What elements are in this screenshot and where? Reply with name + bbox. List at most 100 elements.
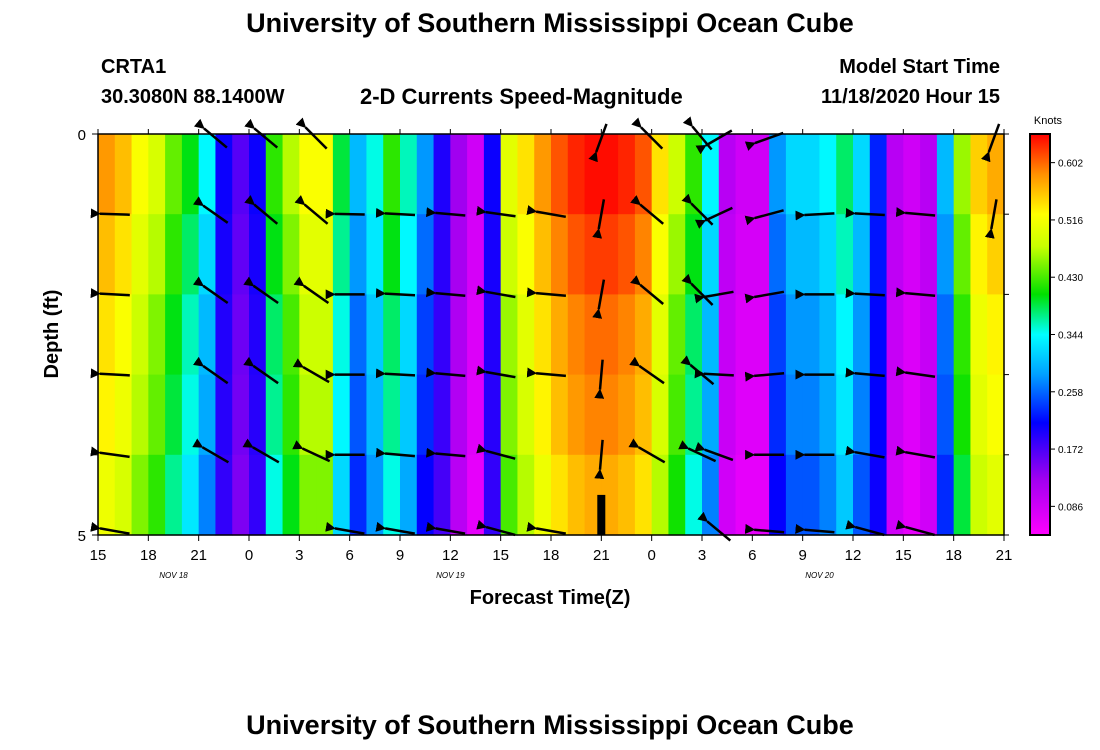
- current-vector-arrow: [628, 438, 666, 464]
- heatmap-cell: [634, 134, 653, 215]
- heatmap-cell: [517, 454, 535, 536]
- current-vector-arrow: [425, 521, 466, 535]
- current-vector-arrow: [981, 123, 1001, 163]
- heatmap-cell: [651, 214, 670, 295]
- heatmap-cell: [181, 374, 200, 456]
- heatmap-cell: [785, 374, 804, 456]
- current-vector-arrow: [476, 285, 516, 299]
- page-title-top: University of Southern Mississippi Ocean…: [246, 8, 854, 38]
- x-tick-label: 12: [845, 547, 862, 564]
- x-tick-label: 15: [492, 547, 509, 564]
- x-tick-label: 21: [190, 547, 207, 564]
- heatmap-cell: [903, 214, 921, 295]
- heatmap-cell: [148, 454, 166, 536]
- current-vector-arrow: [242, 438, 280, 464]
- current-vector-arrow: [629, 356, 665, 385]
- heatmap-cell: [785, 294, 804, 376]
- heatmap-cell: [551, 134, 569, 215]
- heatmap-cell: [316, 214, 334, 295]
- heatmap-cell: [567, 214, 586, 295]
- current-vector-arrow: [845, 288, 885, 299]
- current-vector-arrow: [426, 287, 466, 298]
- date-label: NOV 18: [159, 571, 188, 580]
- heatmap-cell: [483, 374, 502, 456]
- heatmap-cell: [483, 454, 502, 536]
- heatmap-cell: [433, 374, 451, 456]
- heatmap-cell: [299, 374, 317, 456]
- colorbar-tick-label: 0.172: [1058, 445, 1083, 456]
- heatmap-cell: [299, 454, 317, 536]
- current-vector-arrow: [192, 438, 230, 464]
- current-vector-arrow: [292, 440, 331, 463]
- heatmap-cell: [114, 374, 133, 456]
- current-vector-arrow: [476, 443, 516, 460]
- current-vector-arrow: [192, 196, 229, 224]
- heatmap-cell: [265, 134, 284, 215]
- heatmap-cell: [332, 454, 351, 536]
- heatmap-cell: [769, 294, 787, 376]
- x-tick-label: 18: [140, 547, 157, 564]
- heatmap-cell: [232, 454, 250, 536]
- heatmap-cell: [483, 294, 502, 376]
- x-tick-label: 6: [345, 547, 353, 564]
- heatmap-cell: [618, 374, 636, 456]
- heatmap-cell: [668, 294, 686, 376]
- heatmap-cell: [500, 454, 519, 536]
- heatmap-cell: [383, 214, 401, 295]
- heatmap-cell: [634, 374, 653, 456]
- heatmap-cell: [249, 134, 267, 215]
- heatmap-cell: [232, 214, 250, 295]
- heatmap-cell: [551, 454, 569, 536]
- x-tick-label: 21: [593, 547, 610, 564]
- heatmap-cell: [685, 454, 703, 536]
- heatmap-cell: [467, 214, 485, 295]
- current-vector-arrow: [426, 207, 466, 218]
- colorbar-tick-label: 0.344: [1058, 331, 1083, 342]
- heatmap-cell: [869, 454, 888, 536]
- current-vector-arrow: [375, 521, 416, 535]
- heatmap-cell: [165, 134, 183, 215]
- heatmap-cell: [651, 374, 670, 456]
- heatmap-cell: [752, 134, 770, 215]
- heatmap-cell: [416, 454, 435, 536]
- heatmap-cell: [668, 134, 686, 215]
- y-tick-label: 5: [78, 528, 86, 545]
- current-vector-arrow: [244, 194, 279, 225]
- heatmap-cell: [165, 294, 183, 376]
- heatmap-cell: [987, 134, 1005, 215]
- x-tick-label: 21: [996, 547, 1013, 564]
- heatmap-cell: [500, 134, 519, 215]
- heatmap-cell: [819, 294, 837, 376]
- heatmap-cell: [903, 134, 921, 215]
- heatmap-cell: [551, 214, 569, 295]
- heatmap-cell: [148, 294, 166, 376]
- heatmap-cell: [685, 294, 703, 376]
- y-tick-label: 0: [78, 127, 86, 144]
- heatmap-cell: [349, 214, 368, 295]
- current-vector-arrow: [90, 521, 130, 535]
- x-axis-title: Forecast Time(Z): [470, 587, 631, 609]
- heatmap-cell: [735, 454, 753, 536]
- heatmap-cell: [98, 294, 116, 376]
- heatmap-cell: [718, 134, 737, 215]
- colorbar-unit-label: Knots: [1034, 115, 1063, 127]
- heatmap-cell: [970, 214, 988, 295]
- heatmap-cell: [886, 214, 904, 295]
- heatmap-cell: [450, 214, 468, 295]
- heatmap-cell: [366, 134, 384, 215]
- heatmap-cell: [853, 294, 871, 376]
- heatmap-cell: [282, 294, 300, 376]
- heatmap-cell: [618, 134, 636, 215]
- heatmap-cell: [215, 294, 233, 376]
- heatmap-cell: [987, 454, 1005, 536]
- heatmap-cell: [618, 454, 636, 536]
- heatmap-cell: [752, 294, 770, 376]
- colorbar-tick-label: 0.430: [1058, 273, 1083, 284]
- heatmap-cell: [198, 294, 217, 376]
- heatmap-cell: [920, 374, 938, 456]
- heatmap-cell: [802, 134, 821, 215]
- heatmap-cell: [735, 374, 753, 456]
- heatmap-cell: [416, 214, 435, 295]
- heatmap-cell: [936, 454, 955, 536]
- heatmap-cell: [718, 454, 737, 536]
